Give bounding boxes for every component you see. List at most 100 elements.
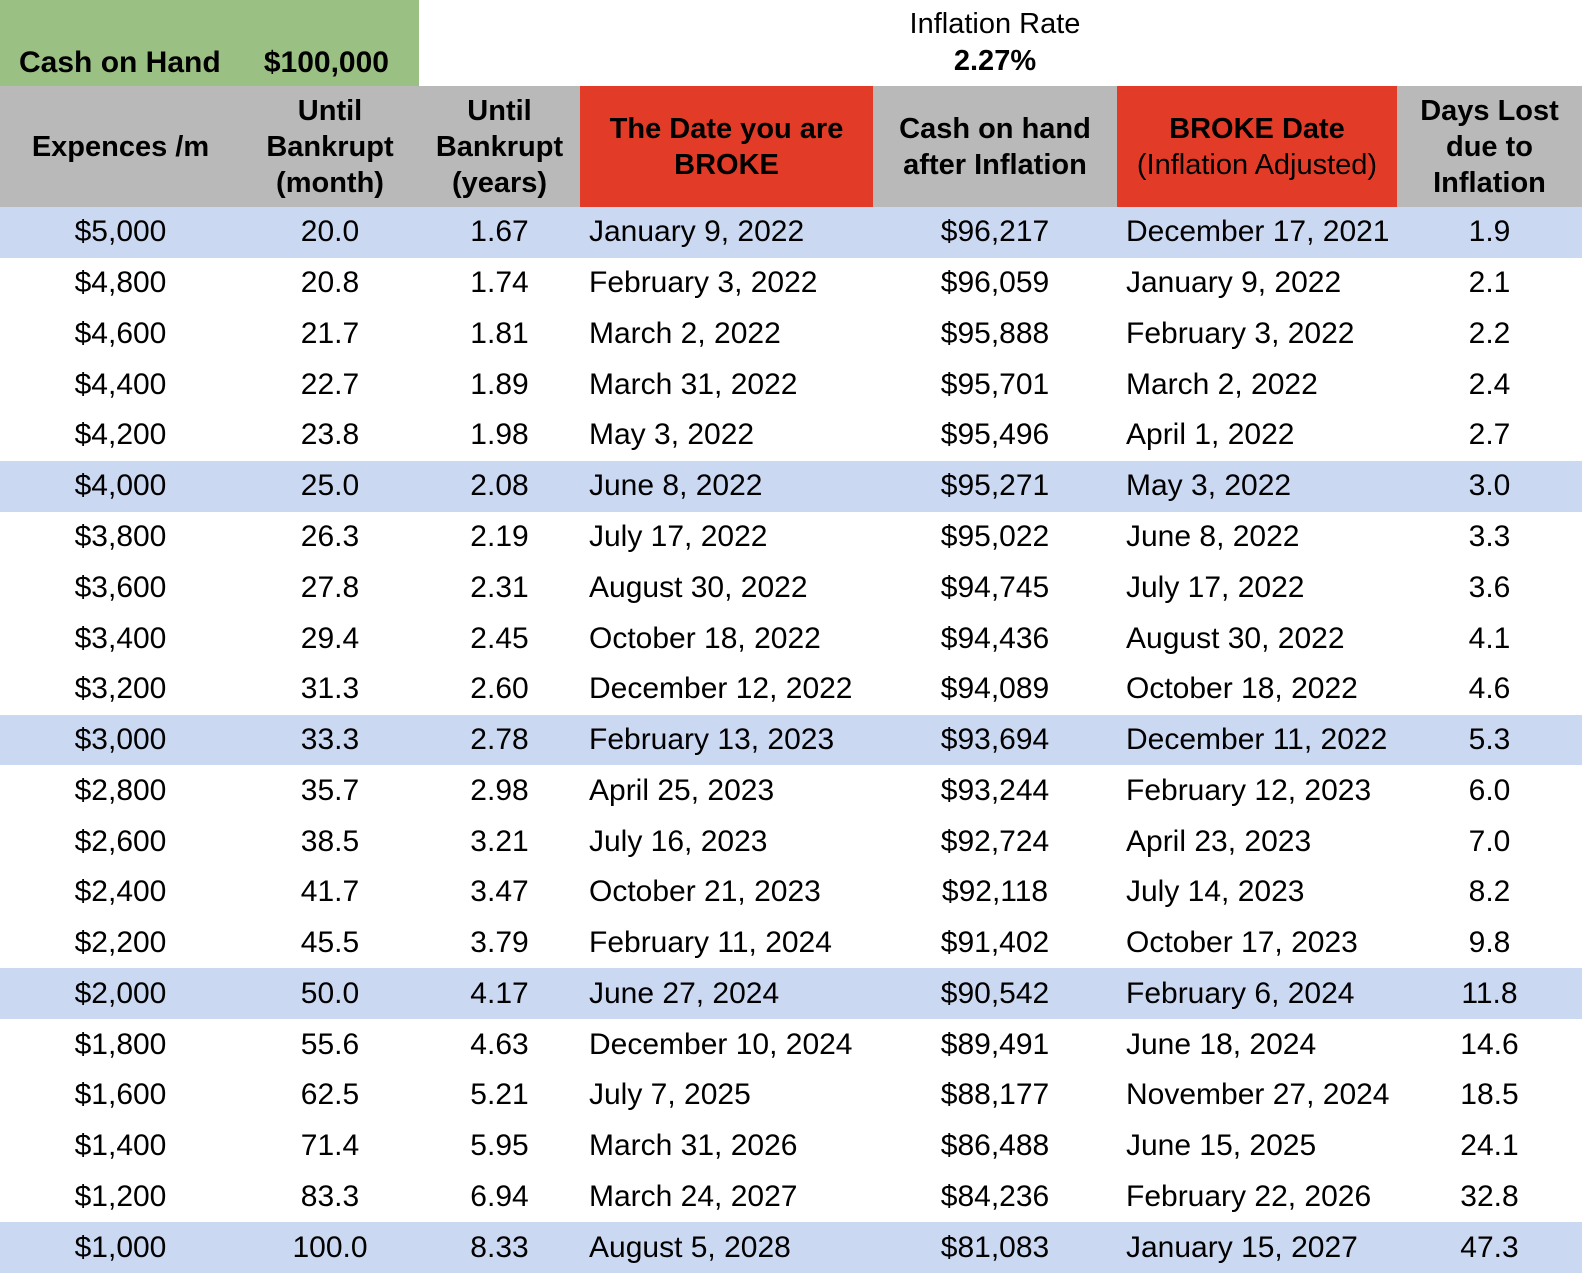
- table-row: $1,200 83.3 6.94 March 24, 2027 $84,236 Febru…: [0, 1171, 1582, 1223]
- cell-days-lost-due-to-inflation: 2.1: [1468, 266, 1511, 300]
- cell-expences-per-month: $4,800: [74, 266, 167, 300]
- header-row: Expences /m Until Bankrupt (month) Until B…: [0, 86, 1582, 207]
- cell-cash-after-inflation: $86,488: [940, 1129, 1050, 1163]
- cell-expences-per-month: $1,000: [74, 1230, 167, 1264]
- cell-days-lost-due-to-inflation: 18.5: [1460, 1078, 1519, 1112]
- cell-expences-per-month: $3,400: [74, 621, 167, 655]
- cell-broke-date-inflation-adjusted: April 1, 2022: [1126, 418, 1295, 452]
- cell-expences-per-month: $1,200: [74, 1179, 167, 1213]
- cell-broke-date-inflation-adjusted: February 12, 2023: [1126, 773, 1372, 807]
- cell-cash-after-inflation: $94,745: [940, 570, 1050, 604]
- table-row: $3,600 27.8 2.31 August 30, 2022 $94,745 July…: [0, 562, 1582, 614]
- cell-until-bankrupt-years: 1.89: [470, 367, 529, 401]
- cell-broke-date-inflation-adjusted: March 2, 2022: [1126, 367, 1318, 401]
- cell-until-bankrupt-years: 3.21: [470, 824, 529, 858]
- cell-until-bankrupt-years: 1.67: [470, 215, 529, 249]
- cell-broke-date-inflation-adjusted: May 3, 2022: [1126, 469, 1292, 503]
- table-row: $5,000 20.0 1.67 January 9, 2022 $96,217 Dece…: [0, 207, 1582, 258]
- cell-cash-after-inflation: $81,083: [940, 1230, 1050, 1264]
- column-header-days-lost-due-to-inflation: Days Lost due to Inflation: [1397, 86, 1582, 207]
- cell-days-lost-due-to-inflation: 6.0: [1468, 773, 1511, 807]
- cell-broke-date-inflation-adjusted: August 30, 2022: [1126, 621, 1345, 655]
- column-header-label: The Date you are BROKE: [609, 112, 844, 181]
- top-summary-band: Cash on Hand $100,000 Inflation Rate 2.2…: [0, 0, 1582, 86]
- cell-cash-after-inflation: $95,888: [940, 316, 1050, 350]
- cell-days-lost-due-to-inflation: 3.3: [1468, 519, 1511, 553]
- cell-until-bankrupt-month: 45.5: [300, 926, 360, 960]
- table-row: $2,600 38.5 3.21 July 16, 2023 $92,724 April …: [0, 816, 1582, 867]
- cell-broke-date-inflation-adjusted: October 17, 2023: [1126, 926, 1358, 960]
- cell-until-bankrupt-month: 55.6: [300, 1027, 360, 1061]
- cell-date-you-are-broke: July 17, 2022: [589, 519, 768, 553]
- cell-expences-per-month: $1,600: [74, 1078, 167, 1112]
- cell-until-bankrupt-years: 1.74: [470, 266, 529, 300]
- cell-expences-per-month: $3,200: [74, 672, 167, 706]
- cell-broke-date-inflation-adjusted: December 11, 2022: [1126, 723, 1388, 757]
- cell-until-bankrupt-years: 2.31: [470, 570, 529, 604]
- cash-on-hand-cell: Cash on Hand $100,000: [0, 0, 419, 86]
- cell-date-you-are-broke: March 2, 2022: [589, 316, 781, 350]
- cell-until-bankrupt-years: 2.60: [470, 672, 529, 706]
- cell-days-lost-due-to-inflation: 2.7: [1468, 418, 1511, 452]
- cell-days-lost-due-to-inflation: 1.9: [1468, 215, 1511, 249]
- cell-days-lost-due-to-inflation: 24.1: [1460, 1129, 1519, 1163]
- cell-date-you-are-broke: August 30, 2022: [589, 570, 808, 604]
- cell-until-bankrupt-month: 31.3: [300, 672, 360, 706]
- cell-days-lost-due-to-inflation: 47.3: [1460, 1230, 1519, 1264]
- cell-days-lost-due-to-inflation: 4.6: [1468, 672, 1511, 706]
- cell-days-lost-due-to-inflation: 4.1: [1468, 621, 1511, 655]
- cell-date-you-are-broke: June 27, 2024: [589, 976, 780, 1010]
- cell-expences-per-month: $5,000: [74, 215, 167, 249]
- cell-cash-after-inflation: $84,236: [940, 1179, 1050, 1213]
- table-row: $3,000 33.3 2.78 February 13, 2023 $93,694 De…: [0, 714, 1582, 766]
- cell-days-lost-due-to-inflation: 8.2: [1468, 875, 1511, 909]
- cell-date-you-are-broke: July 7, 2025: [589, 1078, 751, 1112]
- cell-date-you-are-broke: May 3, 2022: [589, 418, 755, 452]
- cell-broke-date-inflation-adjusted: October 18, 2022: [1126, 672, 1358, 706]
- cell-until-bankrupt-month: 26.3: [300, 519, 360, 553]
- cell-broke-date-inflation-adjusted: July 14, 2023: [1126, 875, 1305, 909]
- cell-until-bankrupt-month: 22.7: [300, 367, 360, 401]
- cell-date-you-are-broke: July 16, 2023: [589, 824, 768, 858]
- column-header-cash-after-inflation: Cash on hand after Inflation: [873, 86, 1117, 207]
- cell-until-bankrupt-years: 3.79: [470, 926, 529, 960]
- table-row: $1,000 100.0 8.33 August 5, 2028 $81,083 Janu…: [0, 1222, 1582, 1273]
- cell-cash-after-inflation: $92,118: [941, 875, 1049, 909]
- column-header-label: Cash on hand after Inflation: [899, 112, 1091, 181]
- cell-until-bankrupt-years: 6.94: [470, 1179, 529, 1213]
- cell-date-you-are-broke: February 13, 2023: [589, 723, 835, 757]
- cell-days-lost-due-to-inflation: 3.0: [1468, 469, 1511, 503]
- table-row: $4,800 20.8 1.74 February 3, 2022 $96,059 Jan…: [0, 257, 1582, 309]
- cell-until-bankrupt-years: 2.98: [470, 773, 529, 807]
- cell-date-you-are-broke: August 5, 2028: [589, 1230, 791, 1264]
- cell-cash-after-inflation: $96,217: [940, 215, 1050, 249]
- cell-until-bankrupt-month: 38.5: [300, 824, 360, 858]
- column-header-label: Days Lost due to Inflation: [1420, 94, 1559, 199]
- cell-until-bankrupt-years: 4.63: [470, 1027, 529, 1061]
- cell-cash-after-inflation: $93,694: [940, 723, 1050, 757]
- cell-broke-date-inflation-adjusted: April 23, 2023: [1126, 824, 1312, 858]
- cell-until-bankrupt-years: 1.81: [470, 316, 529, 350]
- cell-expences-per-month: $4,600: [74, 316, 167, 350]
- inflation-rate-value: 2.27%: [953, 45, 1037, 77]
- cell-days-lost-due-to-inflation: 9.8: [1468, 926, 1511, 960]
- cell-date-you-are-broke: March 31, 2026: [589, 1129, 798, 1163]
- cell-until-bankrupt-years: 3.47: [470, 875, 529, 909]
- cell-expences-per-month: $1,400: [74, 1129, 167, 1163]
- table-row: $4,200 23.8 1.98 May 3, 2022 $95,496 April 1,…: [0, 410, 1582, 461]
- cell-broke-date-inflation-adjusted: January 9, 2022: [1126, 266, 1342, 300]
- cell-until-bankrupt-month: 50.0: [300, 976, 360, 1010]
- column-header-until-bankrupt-month: Until Bankrupt (month): [241, 86, 419, 207]
- cell-until-bankrupt-month: 41.7: [300, 875, 360, 909]
- cash-on-hand-label: Cash on Hand: [19, 46, 221, 79]
- cell-cash-after-inflation: $90,542: [940, 976, 1050, 1010]
- table-row: $2,200 45.5 3.79 February 11, 2024 $91,402 Oc…: [0, 917, 1582, 969]
- inflation-rate-label: Inflation Rate: [909, 8, 1081, 40]
- cell-cash-after-inflation: $89,491: [940, 1027, 1050, 1061]
- cell-date-you-are-broke: December 10, 2024: [589, 1027, 853, 1061]
- cell-broke-date-inflation-adjusted: February 3, 2022: [1126, 316, 1355, 350]
- cell-date-you-are-broke: March 31, 2022: [589, 367, 798, 401]
- cell-date-you-are-broke: October 21, 2023: [589, 875, 821, 909]
- cell-until-bankrupt-month: 25.0: [300, 469, 360, 503]
- cell-until-bankrupt-month: 23.8: [300, 418, 360, 452]
